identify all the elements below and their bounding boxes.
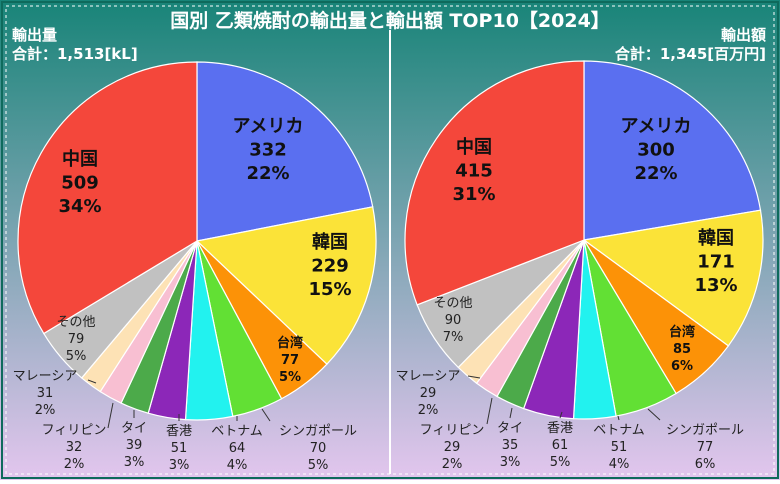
slice-label-1-0-0: アメリカ xyxy=(620,116,691,137)
slice-label-0-9-0: その他 xyxy=(56,315,95,330)
slice-label-1-2-2: 6% xyxy=(671,359,693,374)
leader-line-1-6 xyxy=(509,407,513,419)
slice-label-1-6-0: タイ xyxy=(497,421,523,436)
slice-label-0-1-0: 韓国 xyxy=(312,231,348,253)
slice-label-1-1-2: 13% xyxy=(694,275,737,296)
pie-slice-1-0 xyxy=(583,60,762,241)
slice-label-0-1-2: 15% xyxy=(308,279,351,300)
slice-label-1-3-1: 77 xyxy=(697,440,714,455)
slice-label-1-4-2: 4% xyxy=(609,457,630,472)
slice-label-0-7-1: 32 xyxy=(66,440,83,455)
slice-label-0-2-2: 5% xyxy=(279,370,301,385)
slice-label-1-2-0: 台湾 xyxy=(669,324,695,340)
slice-label-1-9-2: 7% xyxy=(443,330,464,345)
slice-label-1-6-1: 35 xyxy=(502,438,519,453)
slice-label-1-10-1: 415 xyxy=(455,160,493,181)
slice-label-0-3-2: 5% xyxy=(308,458,329,473)
slice-label-1-5-1: 61 xyxy=(552,438,569,453)
slice-label-0-5-0: 香港 xyxy=(166,424,192,439)
slice-label-1-9-1: 90 xyxy=(445,313,462,328)
slice-label-0-6-0: タイ xyxy=(121,421,147,436)
leader-line-0-3 xyxy=(261,408,271,422)
slice-label-0-0-0: アメリカ xyxy=(232,116,303,137)
slice-label-1-8-2: 2% xyxy=(418,403,439,418)
slice-label-0-0-1: 332 xyxy=(249,139,287,160)
slice-label-0-2-1: 77 xyxy=(281,353,299,368)
slice-label-1-5-0: 香港 xyxy=(547,421,573,436)
leader-line-1-8 xyxy=(467,375,481,379)
leader-line-0-7 xyxy=(107,402,114,429)
slice-label-1-0-2: 22% xyxy=(634,163,677,184)
left-panel-total: 合計：1,513[kL] xyxy=(11,45,138,63)
slice-label-1-3-2: 6% xyxy=(695,457,716,472)
leader-line-0-8 xyxy=(87,379,97,384)
slice-label-0-4-1: 64 xyxy=(229,441,246,456)
slice-label-0-6-2: 3% xyxy=(124,455,145,470)
slice-label-1-7-2: 2% xyxy=(442,457,463,472)
slice-label-1-7-1: 29 xyxy=(444,440,461,455)
slice-label-0-3-1: 70 xyxy=(310,441,327,456)
slice-label-1-8-0: マレーシア xyxy=(396,369,461,384)
slice-label-0-8-0: マレーシア xyxy=(13,369,78,384)
chart-title: 国別 乙類焼酎の輸出量と輸出額 TOP10【2024】 xyxy=(170,9,610,32)
leader-line-1-7 xyxy=(486,397,493,425)
slice-label-1-10-0: 中国 xyxy=(456,136,492,158)
slice-label-0-10-2: 34% xyxy=(58,196,101,217)
slice-label-0-9-2: 5% xyxy=(66,349,87,364)
slice-label-0-7-0: フィリピン xyxy=(42,423,107,438)
slice-label-0-4-0: ベトナム xyxy=(211,424,263,439)
slice-label-0-10-0: 中国 xyxy=(62,148,98,170)
slice-label-1-0-1: 300 xyxy=(637,139,675,160)
right-panel-total: 合計：1,345[百万円] xyxy=(614,45,766,63)
pie-slice-0-1 xyxy=(195,206,377,366)
pie-slice-0-10 xyxy=(17,61,198,335)
slice-label-0-8-2: 2% xyxy=(35,403,56,418)
left-panel-name: 輸出量 xyxy=(12,26,57,44)
slice-label-1-4-0: ベトナム xyxy=(593,423,645,438)
pie-slice-1-1 xyxy=(582,209,764,347)
slice-label-0-7-2: 2% xyxy=(64,457,85,472)
slice-label-1-8-1: 29 xyxy=(420,386,437,401)
slice-label-1-1-1: 171 xyxy=(697,251,735,272)
slice-label-0-6-1: 39 xyxy=(126,438,143,453)
slice-label-0-5-2: 3% xyxy=(169,458,190,473)
slice-label-0-10-1: 509 xyxy=(61,172,99,193)
slice-label-1-6-2: 3% xyxy=(500,455,521,470)
slice-label-0-4-2: 4% xyxy=(227,458,248,473)
slice-label-0-2-0: 台湾 xyxy=(277,335,303,351)
pie-slice-1-10 xyxy=(404,60,585,306)
slice-label-0-5-1: 51 xyxy=(171,441,188,456)
slice-label-1-5-2: 5% xyxy=(550,455,571,470)
leader-line-1-4 xyxy=(617,415,620,421)
slice-label-1-4-1: 51 xyxy=(611,440,628,455)
slice-label-1-10-2: 31% xyxy=(452,184,495,205)
slice-label-0-8-1: 31 xyxy=(37,386,54,401)
leader-line-1-5 xyxy=(559,411,563,419)
slice-label-0-0-2: 22% xyxy=(246,163,289,184)
right-panel-name: 輸出額 xyxy=(721,26,766,44)
slice-label-1-9-0: その他 xyxy=(433,296,472,311)
slice-label-0-1-1: 229 xyxy=(311,255,349,276)
pie-slice-0-0 xyxy=(196,61,374,242)
slice-label-1-2-1: 85 xyxy=(673,342,691,357)
slice-label-0-9-1: 79 xyxy=(68,332,85,347)
leader-line-1-3 xyxy=(647,408,661,421)
slice-label-1-1-0: 韓国 xyxy=(698,227,734,249)
slice-label-0-3-0: シンガポール xyxy=(279,424,357,439)
slice-label-1-7-0: フィリピン xyxy=(420,423,485,438)
slice-label-1-3-0: シンガポール xyxy=(666,423,744,438)
